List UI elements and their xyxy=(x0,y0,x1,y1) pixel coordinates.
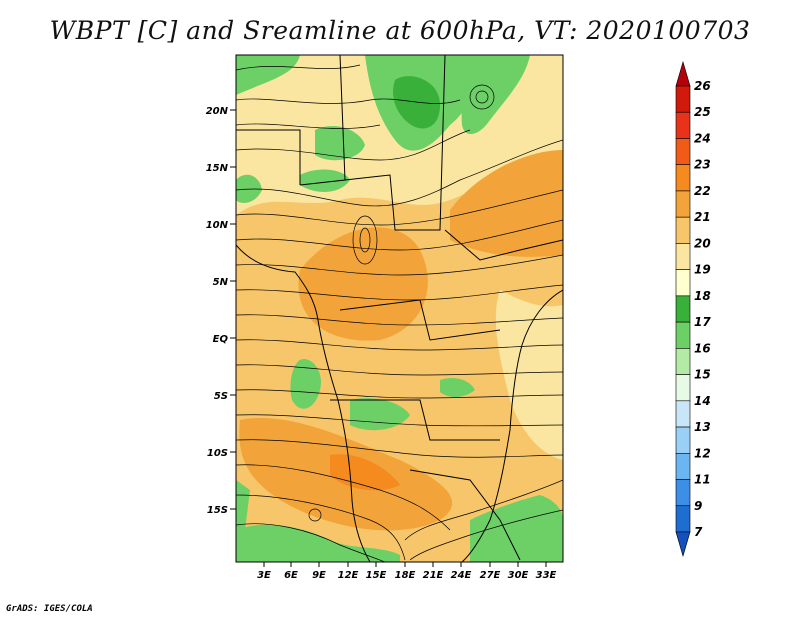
colorbar-swatch xyxy=(675,321,691,349)
colorbar-label: 13 xyxy=(694,420,711,434)
lon-tick-label: 24E xyxy=(451,570,472,581)
lon-tick-label: 12E xyxy=(338,570,359,581)
lat-tick-label: 10N xyxy=(206,220,229,231)
colorbar-label: 12 xyxy=(694,446,711,460)
colorbar-label: 14 xyxy=(694,394,711,408)
lat-tick-label: 10S xyxy=(207,448,228,459)
colorbar-swatch xyxy=(675,426,691,454)
lon-tick-label: 30E xyxy=(508,570,529,581)
colorbar-swatch xyxy=(675,479,691,507)
lon-tick-label: 9E xyxy=(312,570,326,581)
lon-tick-label: 21E xyxy=(423,570,444,581)
colorbar-label: 20 xyxy=(694,236,711,250)
borders xyxy=(236,55,563,562)
colorbar-swatch xyxy=(675,348,691,375)
colorbar-swatch xyxy=(675,243,691,270)
colorbar-label: 15 xyxy=(694,368,711,382)
colorbar-swatch xyxy=(675,295,691,323)
colorbar-label: 19 xyxy=(694,263,711,277)
colorbar-label: 11 xyxy=(694,473,711,487)
colorbar-label: 17 xyxy=(694,315,711,329)
lon-tick-label: 18E xyxy=(395,570,416,581)
map-title: WBPT [C] and Sreamline at 600hPa, VT: 20… xyxy=(49,16,751,45)
lon-tick-label: 33E xyxy=(536,570,557,581)
wbpt-field xyxy=(236,55,563,562)
colorbar-label: 22 xyxy=(694,184,711,198)
colorbar-swatch xyxy=(675,164,691,192)
colorbar-swatch xyxy=(675,374,691,402)
lat-axis: 20N 15N 10N 5N EQ 5S 10S 15S xyxy=(206,106,236,516)
colorbar-label: 25 xyxy=(694,105,711,119)
lon-tick-label: 15E xyxy=(366,570,387,581)
colorbar-swatch xyxy=(675,111,691,139)
lat-tick-label: 20N xyxy=(206,106,229,117)
colorbar-swatch xyxy=(675,85,691,113)
colorbar-label: 23 xyxy=(694,158,711,172)
lon-tick-label: 6E xyxy=(284,570,298,581)
colorbar-label: 7 xyxy=(694,525,703,539)
colorbar-swatch xyxy=(675,400,691,428)
colorbar-swatch xyxy=(675,269,691,297)
colorbar-swatch xyxy=(675,505,691,533)
lat-tick-label: 15N xyxy=(206,163,229,174)
colorbar-cap-bottom xyxy=(675,531,691,558)
footer-credit: GrADS: IGES/COLA xyxy=(6,604,93,614)
colorbar-label: 18 xyxy=(694,289,711,303)
colorbar-label: 24 xyxy=(694,131,711,145)
lon-tick-label: 27E xyxy=(480,570,501,581)
lat-tick-label: 5N xyxy=(213,277,229,288)
colorbar-swatch xyxy=(675,190,691,218)
map-frame xyxy=(235,54,564,563)
colorbar-label: 9 xyxy=(694,499,702,513)
lat-tick-label: EQ xyxy=(213,334,229,345)
colorbar-label: 26 xyxy=(694,79,711,93)
streamlines xyxy=(236,64,563,562)
colorbar-cap-top xyxy=(675,60,691,87)
colorbar-swatch xyxy=(675,138,691,166)
colorbar-swatch xyxy=(675,452,691,480)
colorbar-label: 21 xyxy=(694,210,711,224)
lat-tick-label: 15S xyxy=(207,505,228,516)
colorbar: 26 25 24 23 22 21 20 19 18 17 16 15 14 13 12 11 9 7 xyxy=(675,60,711,558)
lon-axis: 3E 6E 9E 12E 15E 18E 21E 24E 27E 30E 33E xyxy=(257,562,557,581)
colorbar-swatch xyxy=(675,216,691,244)
lon-tick-label: 3E xyxy=(257,570,271,581)
colorbar-label: 16 xyxy=(694,341,711,355)
lat-tick-label: 5S xyxy=(214,391,228,402)
